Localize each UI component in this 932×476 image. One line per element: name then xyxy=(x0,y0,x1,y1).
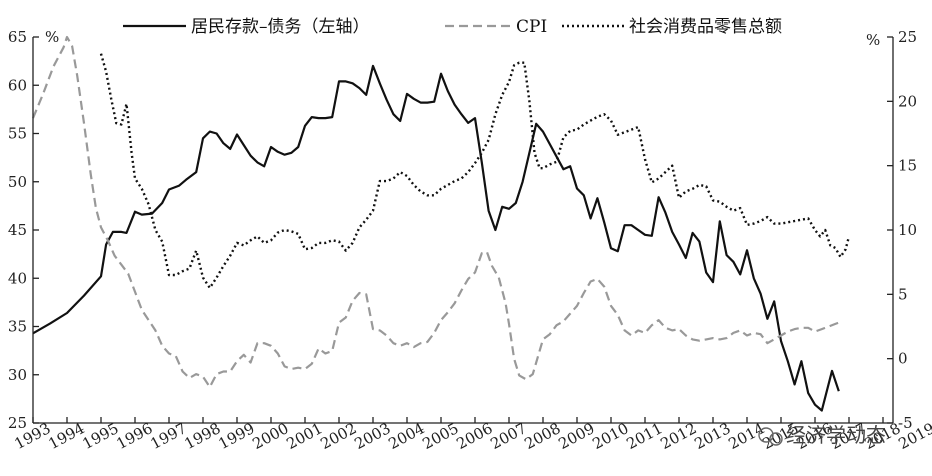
plot-frame xyxy=(32,37,894,424)
right-tick-label: 10 xyxy=(898,221,917,239)
right-tick-label: 20 xyxy=(898,92,917,110)
right-tick-label: 5 xyxy=(898,285,908,303)
right-tick-label: 25 xyxy=(898,28,917,46)
left-axis: 25 30 35 40 45 50 55 60 65 xyxy=(8,28,39,432)
left-tick-label: 35 xyxy=(8,318,27,336)
left-tick-label: 25 xyxy=(8,414,27,432)
left-tick-label: 55 xyxy=(8,125,27,143)
right-axis: -5 0 5 10 15 20 25 xyxy=(887,28,917,432)
legend: 居民存款–债务（左轴） CPI 社会消费品零售总额 xyxy=(123,17,782,37)
legend-label-cpi: CPI xyxy=(516,17,547,37)
watermark: 经济学动态 xyxy=(758,423,886,447)
series-line-2 xyxy=(99,53,851,290)
left-tick-label: 60 xyxy=(8,76,27,94)
series-line-0 xyxy=(32,64,840,412)
series-line-1 xyxy=(31,35,840,389)
left-tick-label: 40 xyxy=(8,269,27,287)
left-tick-label: 50 xyxy=(8,173,27,191)
right-tick-label: 0 xyxy=(898,350,908,368)
right-tick-label: -5 xyxy=(898,414,913,432)
left-tick-label: 30 xyxy=(8,366,27,384)
watermark-text: 经济学动态 xyxy=(786,423,886,447)
left-tick-label: 65 xyxy=(8,28,27,46)
left-tick-label: 45 xyxy=(8,221,27,239)
series-layer xyxy=(31,35,851,412)
legend-label-deposits: 居民存款–债务（左轴） xyxy=(191,17,370,37)
legend-label-retail: 社会消费品零售总额 xyxy=(629,17,782,37)
right-axis-unit: % xyxy=(866,31,880,49)
left-axis-unit: % xyxy=(45,28,59,46)
right-tick-label: 15 xyxy=(898,157,917,175)
